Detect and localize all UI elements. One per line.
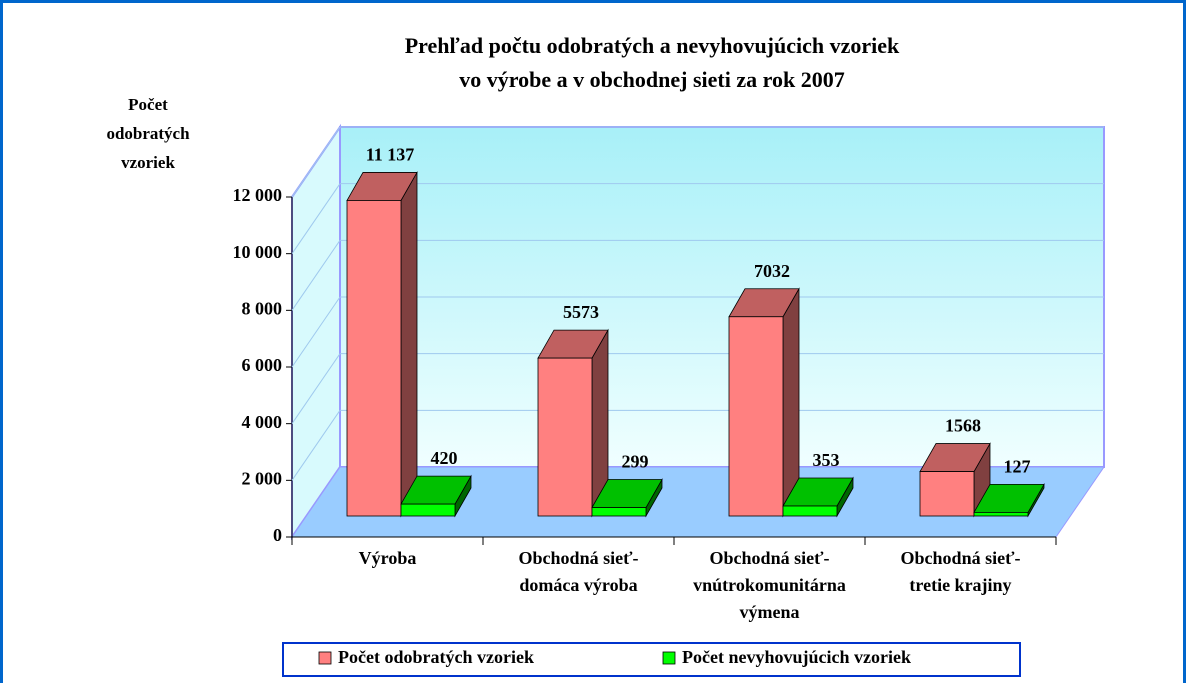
x-tick-label: Obchodná sieť- bbox=[519, 548, 639, 568]
bar-front bbox=[728, 316, 784, 517]
legend-swatch bbox=[318, 651, 332, 665]
bar-front bbox=[973, 512, 1029, 517]
bar-front bbox=[346, 200, 402, 517]
grid-line bbox=[291, 126, 341, 198]
bar-side bbox=[400, 170, 418, 518]
bar-front bbox=[537, 357, 593, 517]
value-label: 5573 bbox=[563, 302, 599, 322]
bar bbox=[400, 474, 472, 518]
y-axis-label: Počet bbox=[128, 95, 168, 114]
legend-label: Počet nevyhovujúcich vzoriek bbox=[682, 647, 911, 667]
y-tick-label: 12 000 bbox=[233, 185, 283, 205]
bar bbox=[728, 287, 800, 518]
bar bbox=[591, 478, 663, 518]
legend bbox=[282, 642, 1021, 677]
bar bbox=[973, 482, 1045, 518]
x-tick-label: tretie krajiny bbox=[909, 575, 1011, 595]
y-tick-label: 10 000 bbox=[233, 242, 283, 262]
bar-front bbox=[400, 503, 456, 517]
x-tick-label: domáca výroba bbox=[519, 575, 637, 595]
bar-front bbox=[591, 507, 647, 517]
bar bbox=[782, 476, 854, 518]
value-label: 1568 bbox=[945, 416, 981, 436]
value-label: 7032 bbox=[754, 261, 790, 281]
y-axis-label: vzoriek bbox=[121, 153, 175, 172]
grid-line bbox=[291, 353, 341, 424]
grid-line bbox=[291, 410, 341, 481]
chart-title: Prehľad počtu odobratých a nevyhovujúcic… bbox=[405, 33, 900, 58]
value-label: 420 bbox=[431, 448, 458, 468]
y-tick-label: 8 000 bbox=[242, 298, 283, 318]
y-tick-label: 4 000 bbox=[242, 412, 283, 432]
x-tick-label: vnútrokomunitárna bbox=[693, 575, 846, 595]
grid-line bbox=[291, 183, 341, 254]
value-label: 299 bbox=[622, 452, 649, 472]
bar bbox=[537, 328, 609, 518]
value-label: 127 bbox=[1004, 457, 1031, 477]
bar bbox=[346, 170, 418, 518]
value-label: 11 137 bbox=[366, 145, 415, 165]
chart-title: vo výrobe a v obchodnej sieti za rok 200… bbox=[459, 67, 844, 92]
x-tick-label: Výroba bbox=[359, 548, 417, 568]
legend-label: Počet odobratých vzoriek bbox=[338, 647, 534, 667]
bar bbox=[919, 442, 991, 518]
grid-line bbox=[291, 296, 341, 368]
y-tick-label: 0 bbox=[273, 525, 282, 545]
x-tick-label: výmena bbox=[740, 602, 800, 622]
x-tick-label: Obchodná sieť- bbox=[901, 548, 1021, 568]
y-tick-label: 6 000 bbox=[242, 355, 283, 375]
grid-line bbox=[291, 240, 341, 311]
value-label: 353 bbox=[813, 450, 840, 470]
bar-front bbox=[782, 505, 838, 517]
y-tick-label: 2 000 bbox=[242, 468, 283, 488]
legend-swatch bbox=[662, 651, 676, 665]
bar-front bbox=[919, 471, 975, 517]
y-axis-label: odobratých bbox=[106, 124, 190, 143]
x-tick-label: Obchodná sieť- bbox=[710, 548, 830, 568]
